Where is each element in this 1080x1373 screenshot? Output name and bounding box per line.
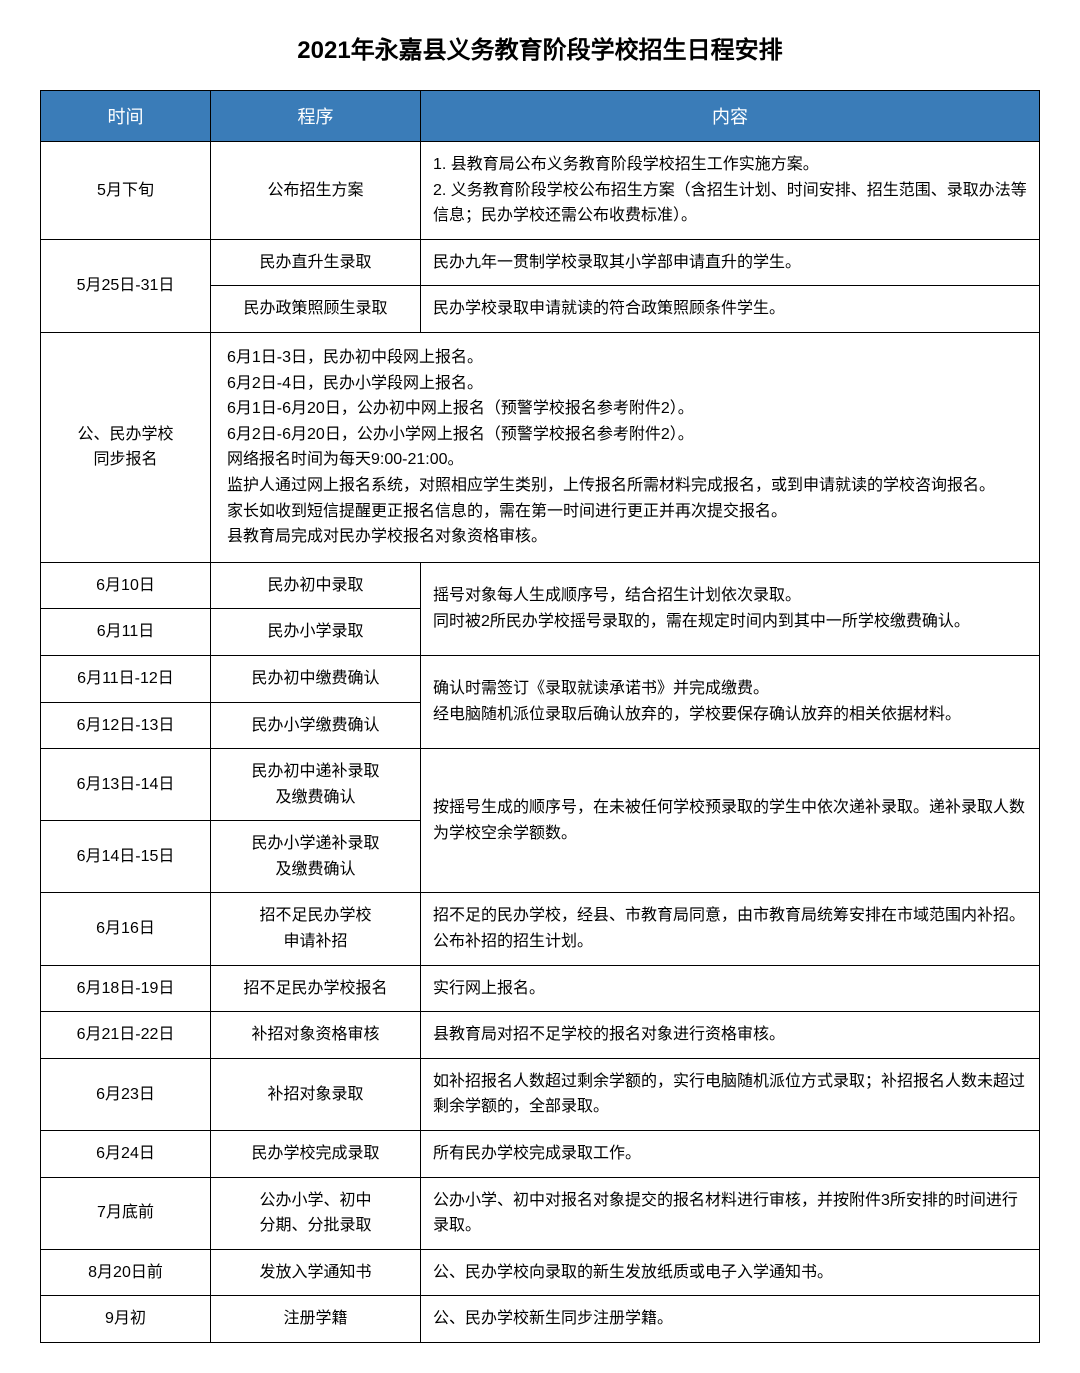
table-row: 6月16日 招不足民办学校申请补招 招不足的民办学校，经县、市教育局同意，由市教… [41,893,1040,965]
cell-content: 按摇号生成的顺序号，在未被任何学校预录取的学生中依次递补录取。递补录取人数为学校… [421,749,1040,893]
header-procedure: 程序 [211,91,421,142]
cell-time: 6月16日 [41,893,211,965]
table-row: 6月10日 民办初中录取 摇号对象每人生成顺序号，结合招生计划依次录取。同时被2… [41,562,1040,609]
cell-procedure: 补招对象资格审核 [211,1012,421,1059]
cell-procedure: 公布招生方案 [211,142,421,240]
cell-content: 6月1日-3日，民办初中段网上报名。6月2日-4日，民办小学段网上报名。6月1日… [211,332,1040,562]
cell-time: 9月初 [41,1296,211,1343]
cell-content: 实行网上报名。 [421,965,1040,1012]
cell-time: 8月20日前 [41,1249,211,1296]
cell-procedure: 民办小学录取 [211,609,421,656]
table-header-row: 时间 程序 内容 [41,91,1040,142]
cell-procedure: 民办政策照顾生录取 [211,286,421,333]
table-row: 6月21日-22日 补招对象资格审核 县教育局对招不足学校的报名对象进行资格审核… [41,1012,1040,1059]
cell-content: 公、民办学校新生同步注册学籍。 [421,1296,1040,1343]
page-title: 2021年永嘉县义务教育阶段学校招生日程安排 [40,30,1040,65]
table-row: 6月13日-14日 民办初中递补录取及缴费确认 按摇号生成的顺序号，在未被任何学… [41,749,1040,821]
cell-time: 6月24日 [41,1131,211,1178]
cell-procedure: 补招对象录取 [211,1058,421,1130]
cell-time: 6月18日-19日 [41,965,211,1012]
cell-time: 6月13日-14日 [41,749,211,821]
cell-procedure: 民办直升生录取 [211,239,421,286]
cell-content: 确认时需签订《录取就读承诺书》并完成缴费。经电脑随机派位录取后确认放弃的，学校要… [421,655,1040,748]
cell-procedure: 民办初中递补录取及缴费确认 [211,749,421,821]
cell-time: 5月25日-31日 [41,239,211,332]
cell-procedure: 发放入学通知书 [211,1249,421,1296]
cell-content: 1. 县教育局公布义务教育阶段学校招生工作实施方案。2. 义务教育阶段学校公布招… [421,142,1040,240]
header-content: 内容 [421,91,1040,142]
cell-procedure: 民办初中缴费确认 [211,655,421,702]
cell-time: 6月10日 [41,562,211,609]
cell-time: 6月12日-13日 [41,702,211,749]
cell-content: 摇号对象每人生成顺序号，结合招生计划依次录取。同时被2所民办学校摇号录取的，需在… [421,562,1040,655]
cell-time: 6月14日-15日 [41,821,211,893]
cell-time: 6月23日 [41,1058,211,1130]
cell-time: 5月下旬 [41,142,211,240]
schedule-table: 时间 程序 内容 5月下旬 公布招生方案 1. 县教育局公布义务教育阶段学校招生… [40,90,1040,1343]
table-row: 6月23日 补招对象录取 如补招报名人数超过剩余学额的，实行电脑随机派位方式录取… [41,1058,1040,1130]
cell-procedure: 注册学籍 [211,1296,421,1343]
table-row: 6月18日-19日 招不足民办学校报名 实行网上报名。 [41,965,1040,1012]
cell-content: 招不足的民办学校，经县、市教育局同意，由市教育局统筹安排在市域范围内补招。公布补… [421,893,1040,965]
cell-procedure: 民办初中录取 [211,562,421,609]
cell-content: 如补招报名人数超过剩余学额的，实行电脑随机派位方式录取；补招报名人数未超过剩余学… [421,1058,1040,1130]
cell-procedure: 招不足民办学校申请补招 [211,893,421,965]
cell-procedure: 民办小学缴费确认 [211,702,421,749]
table-row: 8月20日前 发放入学通知书 公、民办学校向录取的新生发放纸质或电子入学通知书。 [41,1249,1040,1296]
cell-time: 6月11日-12日 [41,655,211,702]
cell-procedure: 招不足民办学校报名 [211,965,421,1012]
header-time: 时间 [41,91,211,142]
table-row: 5月下旬 公布招生方案 1. 县教育局公布义务教育阶段学校招生工作实施方案。2.… [41,142,1040,240]
cell-content: 所有民办学校完成录取工作。 [421,1131,1040,1178]
cell-content: 民办九年一贯制学校录取其小学部申请直升的学生。 [421,239,1040,286]
table-row: 5月25日-31日 民办直升生录取 民办九年一贯制学校录取其小学部申请直升的学生… [41,239,1040,286]
cell-time: 6月21日-22日 [41,1012,211,1059]
cell-procedure: 民办小学递补录取及缴费确认 [211,821,421,893]
table-row: 6月11日-12日 民办初中缴费确认 确认时需签订《录取就读承诺书》并完成缴费。… [41,655,1040,702]
table-row: 公、民办学校同步报名 6月1日-3日，民办初中段网上报名。6月2日-4日，民办小… [41,332,1040,562]
cell-content: 县教育局对招不足学校的报名对象进行资格审核。 [421,1012,1040,1059]
table-row: 6月24日 民办学校完成录取 所有民办学校完成录取工作。 [41,1131,1040,1178]
cell-procedure: 公办小学、初中分期、分批录取 [211,1177,421,1249]
cell-content: 公、民办学校向录取的新生发放纸质或电子入学通知书。 [421,1249,1040,1296]
table-row: 7月底前 公办小学、初中分期、分批录取 公办小学、初中对报名对象提交的报名材料进… [41,1177,1040,1249]
cell-procedure: 民办学校完成录取 [211,1131,421,1178]
table-row: 9月初 注册学籍 公、民办学校新生同步注册学籍。 [41,1296,1040,1343]
cell-time: 公、民办学校同步报名 [41,332,211,562]
cell-content: 公办小学、初中对报名对象提交的报名材料进行审核，并按附件3所安排的时间进行录取。 [421,1177,1040,1249]
cell-time: 6月11日 [41,609,211,656]
cell-time: 7月底前 [41,1177,211,1249]
cell-content: 民办学校录取申请就读的符合政策照顾条件学生。 [421,286,1040,333]
